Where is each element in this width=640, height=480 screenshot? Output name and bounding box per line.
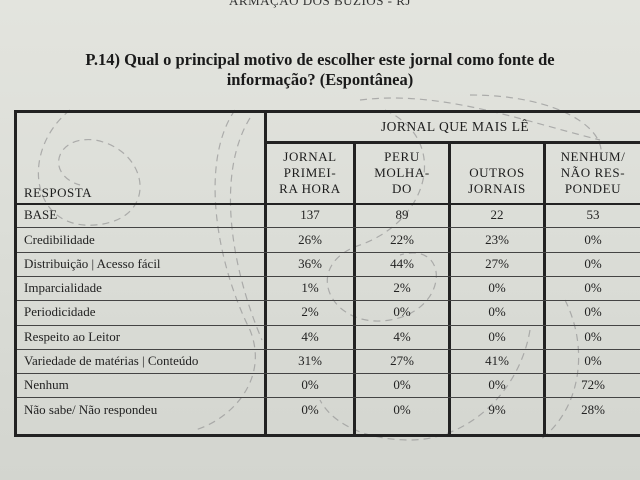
table-cell: 137 bbox=[300, 207, 320, 222]
group-header-rule bbox=[264, 141, 640, 144]
row-rule bbox=[17, 325, 640, 326]
table-cell: 53 bbox=[586, 207, 600, 222]
table-cell: 0% bbox=[584, 353, 602, 368]
response-header: RESPOSTA bbox=[24, 185, 92, 200]
row-label: Variedade de matérias | Conteúdo bbox=[24, 353, 199, 368]
column-header-line: NÃO RES- bbox=[560, 165, 626, 180]
table-cell: 27% bbox=[485, 256, 509, 271]
column-header-line: PONDEU bbox=[564, 181, 622, 196]
divider-col-3 bbox=[543, 144, 546, 434]
row-rule bbox=[17, 252, 640, 253]
table-cell: 0% bbox=[584, 232, 602, 247]
column-header-line: JORNAIS bbox=[468, 181, 526, 196]
column-header-line: RA HORA bbox=[279, 181, 341, 196]
table-cell: 22% bbox=[390, 232, 414, 247]
row-label: Imparcialidade bbox=[24, 280, 102, 295]
row-rule bbox=[17, 300, 640, 301]
table-cell: 0% bbox=[488, 280, 506, 295]
row-rule bbox=[17, 373, 640, 374]
divider-col-2 bbox=[448, 144, 451, 434]
row-label: Respeito ao Leitor bbox=[24, 329, 121, 344]
row-label: Distribuição | Acesso fácil bbox=[24, 256, 161, 271]
column-header: PERU MOLHA- DO bbox=[356, 149, 448, 197]
table-cell: 28% bbox=[581, 402, 605, 417]
divider-label-col bbox=[264, 113, 267, 434]
row-rule bbox=[17, 397, 640, 398]
table-cell: 4% bbox=[301, 329, 319, 344]
table-cell: 23% bbox=[485, 232, 509, 247]
header-rule bbox=[17, 203, 640, 205]
table-cell: 27% bbox=[390, 353, 414, 368]
table-cell: 2% bbox=[301, 304, 319, 319]
row-label: Não sabe/ Não respondeu bbox=[24, 402, 158, 417]
column-header-line: JORNAL bbox=[283, 149, 337, 164]
table-cell: 4% bbox=[393, 329, 411, 344]
row-label: BASE bbox=[24, 207, 58, 222]
row-rule bbox=[17, 276, 640, 277]
table-cell: 41% bbox=[485, 353, 509, 368]
table-cell: 2% bbox=[393, 280, 411, 295]
table-cell: 31% bbox=[298, 353, 322, 368]
table-cell: 36% bbox=[298, 256, 322, 271]
row-label: Credibilidade bbox=[24, 232, 95, 247]
column-header: NENHUM/ NÃO RES- PONDEU bbox=[546, 149, 640, 197]
table-cell: 89 bbox=[395, 207, 409, 222]
table-cell: 0% bbox=[393, 377, 411, 392]
table-cell: 0% bbox=[488, 304, 506, 319]
column-header-line: NENHUM/ bbox=[560, 149, 626, 164]
question-line-1: P.14) Qual o principal motivo de escolhe… bbox=[85, 50, 555, 69]
table-cell: 0% bbox=[393, 304, 411, 319]
row-rule bbox=[17, 349, 640, 350]
table-cell: 0% bbox=[301, 377, 319, 392]
column-header-line: PERU bbox=[384, 149, 420, 164]
question-title: P.14) Qual o principal motivo de escolhe… bbox=[0, 50, 640, 90]
table-cell: 26% bbox=[298, 232, 322, 247]
question-line-2: informação? (Espontânea) bbox=[226, 70, 414, 89]
column-header-line: OUTROS bbox=[469, 165, 525, 180]
table-cell: 44% bbox=[390, 256, 414, 271]
row-label: Nenhum bbox=[24, 377, 69, 392]
column-header: JORNAL PRIMEI- RA HORA bbox=[267, 149, 353, 197]
table-cell: 0% bbox=[301, 402, 319, 417]
results-table: JORNAL QUE MAIS LÊ RESPOSTA JORNAL PRIME… bbox=[14, 110, 640, 437]
table-cell: 0% bbox=[488, 329, 506, 344]
table-cell: 22 bbox=[490, 207, 504, 222]
divider-col-1 bbox=[353, 144, 356, 434]
table-cell: 0% bbox=[488, 377, 506, 392]
row-label: Periodicidade bbox=[24, 304, 96, 319]
row-rule bbox=[17, 227, 640, 228]
column-header: OUTROS JORNAIS bbox=[451, 165, 543, 197]
column-header-line: MOLHA- bbox=[374, 165, 430, 180]
table-cell: 0% bbox=[393, 402, 411, 417]
document-header: ARMAÇÃO DOS BÚZIOS - RJ bbox=[229, 0, 411, 8]
table-cell: 0% bbox=[584, 304, 602, 319]
table-cell: 1% bbox=[301, 280, 319, 295]
column-header-line: PRIMEI- bbox=[283, 165, 337, 180]
table-cell: 0% bbox=[584, 329, 602, 344]
table-cell: 9% bbox=[488, 402, 506, 417]
column-header-line: DO bbox=[392, 181, 412, 196]
table-cell: 0% bbox=[584, 256, 602, 271]
group-header: JORNAL QUE MAIS LÊ bbox=[380, 119, 530, 134]
table-cell: 0% bbox=[584, 280, 602, 295]
table-cell: 72% bbox=[581, 377, 605, 392]
